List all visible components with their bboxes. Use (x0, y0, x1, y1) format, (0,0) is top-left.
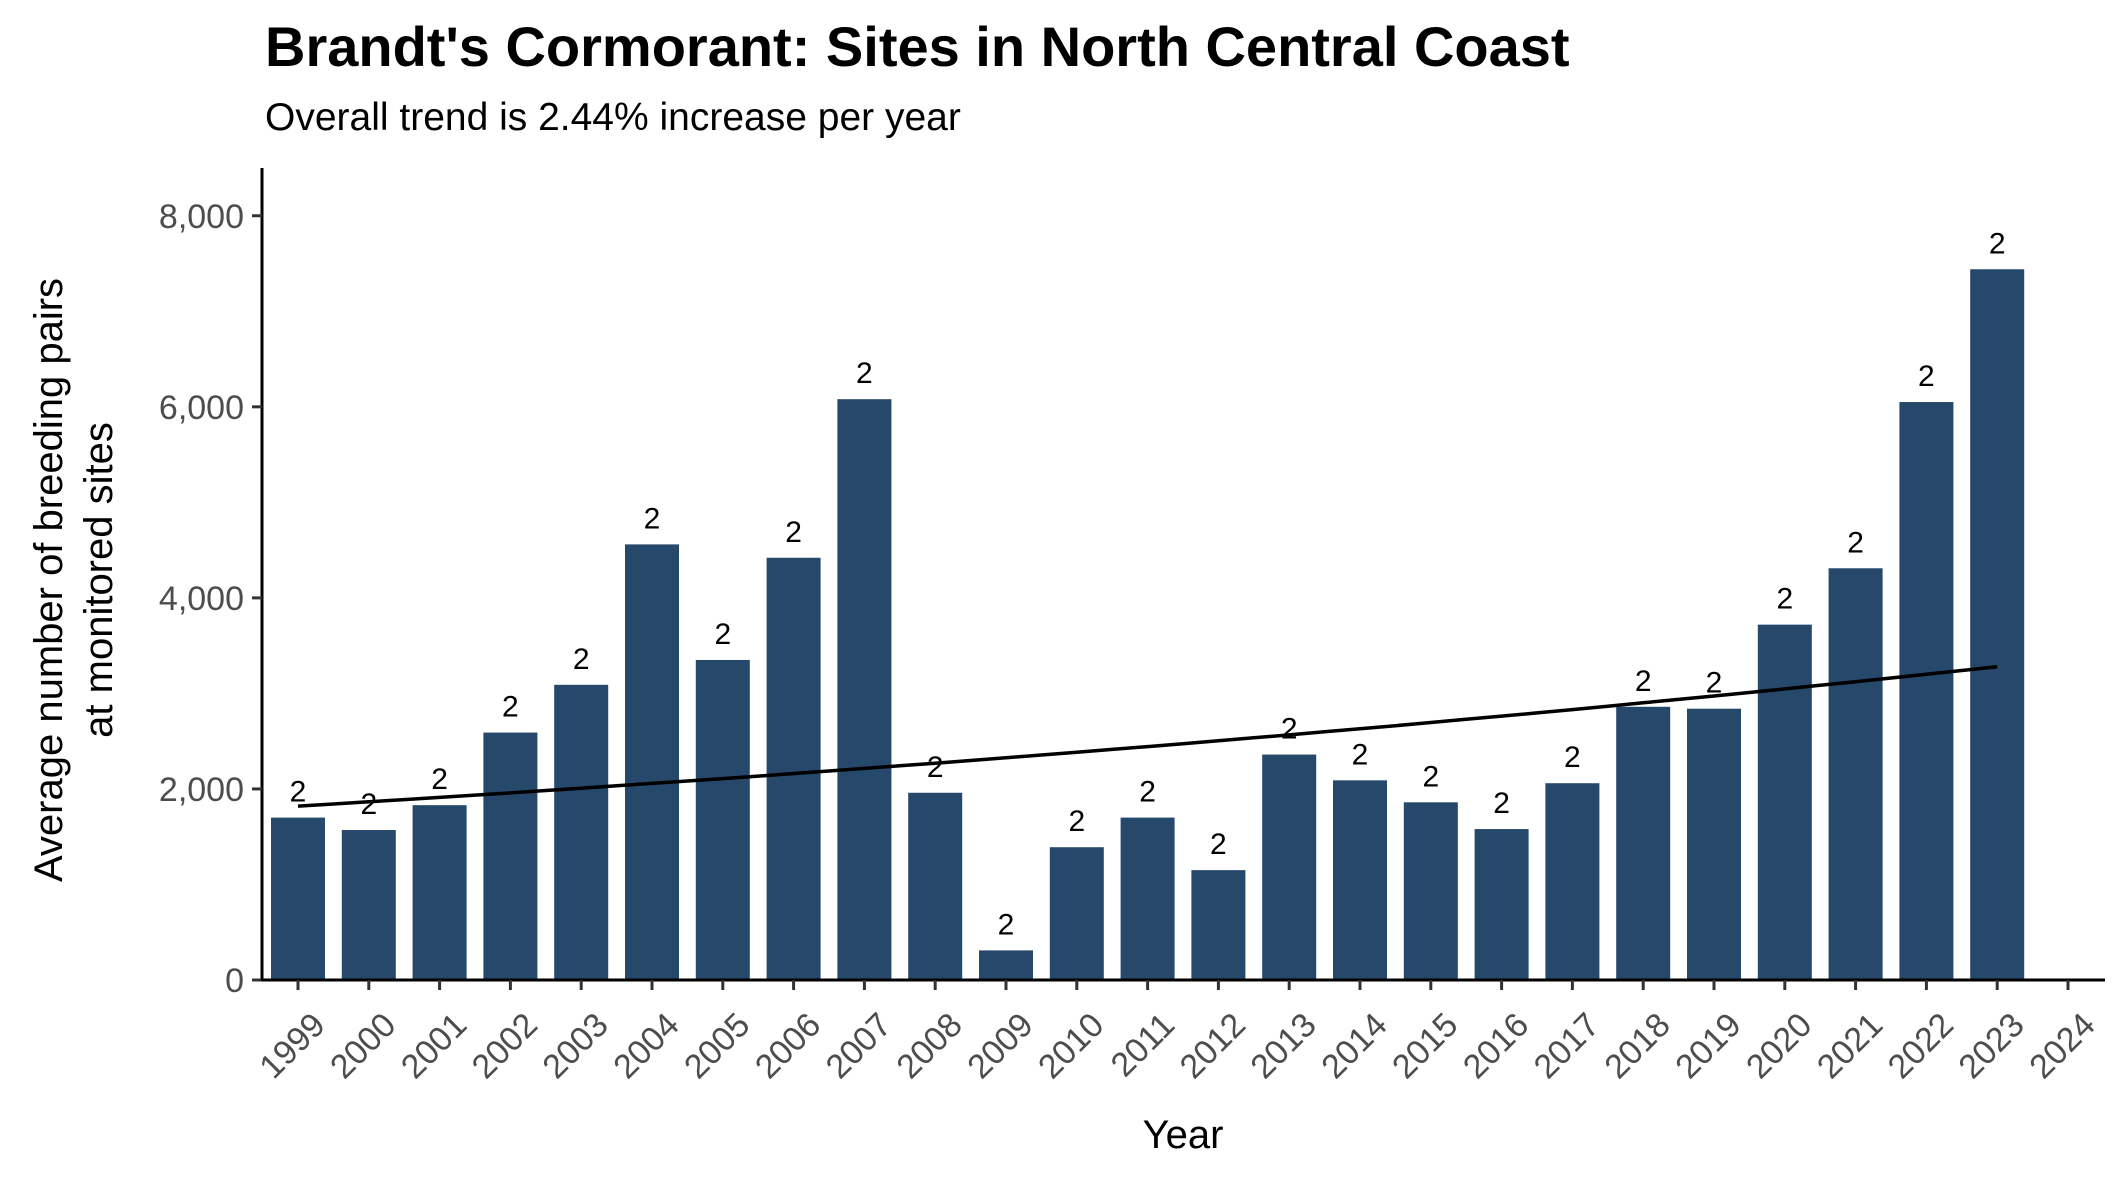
bar-label-2002: 2 (502, 691, 519, 724)
bar-2004 (625, 544, 679, 980)
x-tick-label-2015: 2015 (1385, 1006, 1465, 1086)
x-tick-label-2000: 2000 (323, 1006, 403, 1086)
x-tick-label-2017: 2017 (1527, 1006, 1607, 1086)
bar-label-2017: 2 (1564, 741, 1581, 774)
bar-2005 (695, 659, 750, 980)
bar-2003 (554, 684, 609, 980)
x-tick-label-2009: 2009 (960, 1006, 1040, 1086)
chart-subtitle: Overall trend is 2.44% increase per year (265, 96, 961, 139)
bar-label-2021: 2 (1847, 526, 1864, 559)
bar-label-2003: 2 (573, 643, 590, 676)
x-tick-label-2005: 2005 (677, 1006, 757, 1086)
bar-label-2013: 2 (1281, 713, 1298, 746)
bar-label-2011: 2 (1139, 776, 1156, 809)
bar-1999 (271, 817, 325, 980)
bar-2008 (908, 792, 963, 980)
bar-label-2010: 2 (1068, 805, 1085, 838)
bar-labels-group: 2 2 2 2 2 2 2 2 2 2 2 2 2 2 2 2 2 2 2 2 2 2 2 2 2 (290, 227, 2006, 941)
x-tick-label-2008: 2008 (889, 1006, 969, 1086)
bar-2023 (1970, 269, 2025, 980)
bar-label-2005: 2 (714, 618, 731, 651)
x-tick-label-2007: 2007 (819, 1006, 899, 1086)
bar-2009 (979, 950, 1033, 980)
bar-2007 (837, 399, 892, 981)
bar-label-2014: 2 (1352, 738, 1369, 771)
x-axis: 1999200020012002200320042005200620072008… (252, 978, 2105, 1086)
y-axis-title: Average number of breeding pairs at monit… (27, 278, 121, 882)
bar-label-2009: 2 (998, 908, 1015, 941)
x-tick-label-2002: 2002 (465, 1006, 545, 1086)
x-tick-label-2010: 2010 (1031, 1006, 1111, 1086)
x-tick-label-2018: 2018 (1597, 1006, 1677, 1086)
bar-label-2004: 2 (644, 502, 661, 535)
x-tick-label-2024: 2024 (2022, 1006, 2102, 1086)
x-axis-title: Year (1143, 1113, 1224, 1157)
x-tick-label-2014: 2014 (1314, 1006, 1394, 1086)
bar-label-2018: 2 (1635, 665, 1652, 698)
x-tick-label-2011: 2011 (1104, 1006, 1183, 1085)
x-tick-label-2003: 2003 (535, 1006, 615, 1086)
bar-2017 (1545, 783, 1600, 980)
chart-title: Brandt's Cormorant: Sites in North Centr… (265, 15, 1570, 78)
y-tick-label-6000: 6,000 (159, 389, 244, 427)
x-tick-label-2013: 2013 (1243, 1006, 1323, 1086)
y-tick-label-4000: 4,000 (159, 580, 244, 618)
x-tick-label-2019: 2019 (1668, 1006, 1748, 1086)
x-tick-label-2004: 2004 (606, 1006, 686, 1086)
x-tick-label-1999: 1999 (252, 1006, 332, 1086)
bar-label-2008: 2 (927, 751, 944, 784)
bar-label-2022: 2 (1918, 360, 1935, 393)
x-tick-label-2021: 2021 (1810, 1006, 1890, 1086)
x-tick-label-2022: 2022 (1881, 1006, 1961, 1086)
bar-2002 (483, 732, 538, 980)
bar-2001 (412, 805, 467, 980)
bar-2018 (1616, 706, 1671, 980)
bar-2012 (1191, 870, 1246, 980)
y-tick-label-0: 0 (225, 962, 244, 1000)
bar-2020 (1757, 624, 1812, 980)
y-axis-title-line-2: at monitored sites (77, 422, 121, 738)
bar-label-2020: 2 (1776, 583, 1793, 616)
bars-group (271, 269, 2025, 981)
bar-2022 (1899, 402, 1954, 980)
bar-label-2019: 2 (1706, 667, 1723, 700)
bar-label-2007: 2 (856, 357, 873, 390)
x-tick-label-2012: 2012 (1173, 1006, 1253, 1086)
bar-label-2023: 2 (1989, 227, 2006, 260)
y-axis-title-line-1: Average number of breeding pairs (27, 278, 71, 882)
bar-2015 (1403, 802, 1458, 980)
bar-2014 (1333, 780, 1387, 980)
trend-line (297, 664, 1998, 808)
bar-2021 (1828, 568, 1883, 980)
bar-label-2000: 2 (360, 788, 377, 821)
bar-2013 (1262, 754, 1317, 980)
bar-label-2001: 2 (431, 763, 448, 796)
bar-2006 (766, 557, 821, 980)
bar-label-2015: 2 (1422, 760, 1439, 793)
x-tick-label-2023: 2023 (1951, 1006, 2031, 1086)
x-tick-label-2006: 2006 (748, 1006, 828, 1086)
y-axis: 0 2,000 4,000 6,000 8,000 (159, 168, 264, 1000)
bar-label-2016: 2 (1493, 787, 1510, 820)
bar-label-2006: 2 (785, 516, 802, 549)
bar-2011 (1120, 817, 1175, 980)
bar-2010 (1049, 847, 1104, 980)
x-tick-label-2020: 2020 (1739, 1006, 1819, 1086)
bar-label-1999: 2 (290, 776, 307, 809)
x-tick-label-2016: 2016 (1456, 1006, 1536, 1086)
y-tick-label-8000: 8,000 (159, 198, 244, 236)
bar-2000 (341, 830, 396, 980)
y-tick-label-2000: 2,000 (159, 771, 244, 809)
bar-2016 (1474, 829, 1529, 980)
x-tick-label-2001: 2001 (394, 1006, 474, 1086)
bar-2019 (1687, 708, 1741, 980)
bar-label-2012: 2 (1210, 828, 1227, 861)
